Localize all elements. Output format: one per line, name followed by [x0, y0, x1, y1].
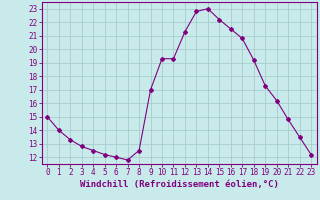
- X-axis label: Windchill (Refroidissement éolien,°C): Windchill (Refroidissement éolien,°C): [80, 180, 279, 189]
